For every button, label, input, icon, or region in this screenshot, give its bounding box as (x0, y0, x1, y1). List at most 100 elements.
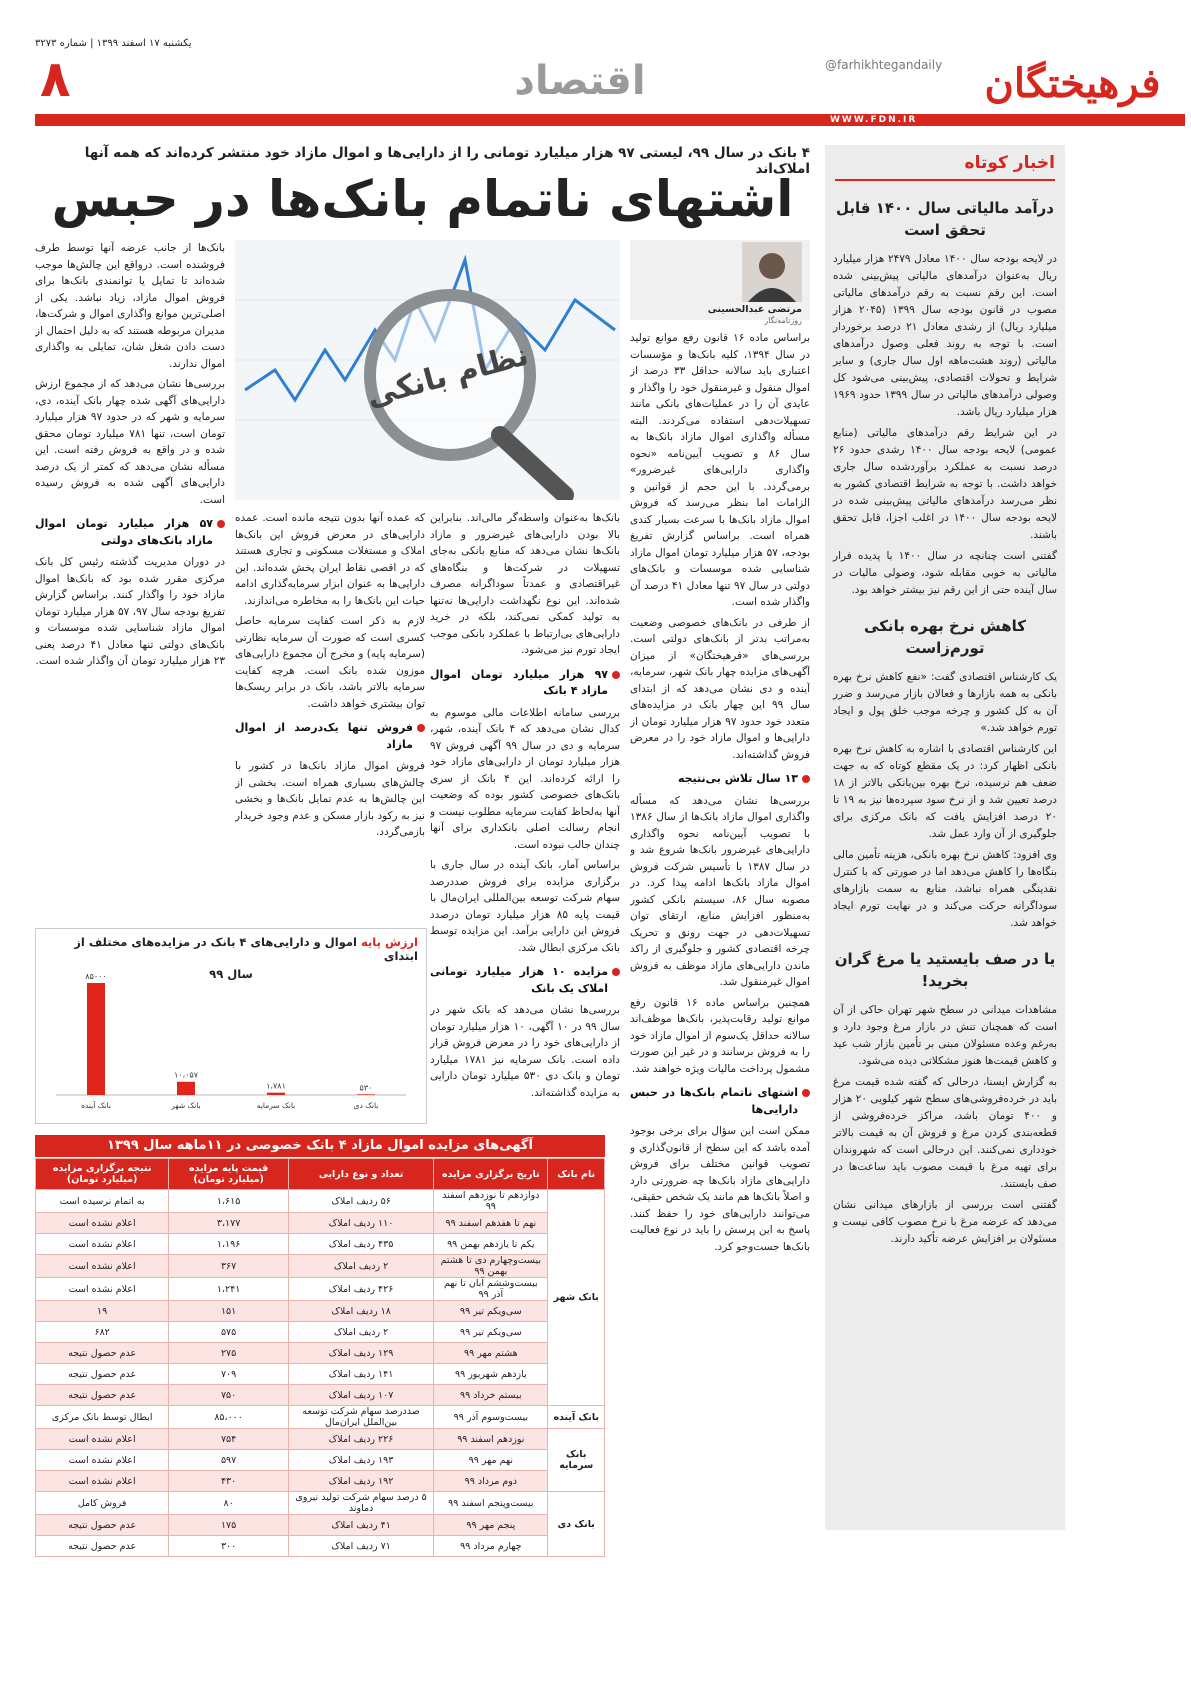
column: بانک‌ها به‌عنوان واسطه‌گر مالی‌اند. بناب… (430, 510, 620, 1125)
table-row: بانک آینده بیست‌وسوم آذر ۹۹ صددرصد سهام شر… (34, 1405, 605, 1429)
table-cell: ۸۵،۰۰۰ (168, 1405, 289, 1429)
table-cell: اعلام نشده است (34, 1233, 170, 1255)
table-row: نهم مهر ۹۹ ۱۹۳ ردیف املاک ۵۹۷ اعلام نشده اس… (34, 1449, 605, 1471)
table-cell: ۷۱ ردیف املاک (287, 1535, 435, 1557)
table-cell: ۴۳۰ (168, 1470, 289, 1492)
table-cell: ۱۴۱ ردیف املاک (287, 1363, 435, 1385)
subheading: ۱۳ سال تلاش بی‌نتیجه (630, 771, 810, 788)
table-cell: ۸۰ (168, 1491, 289, 1515)
subheading: مزایده ۱۰ هزار میلیارد تومانی املاک یک ب… (430, 964, 620, 997)
bank-name: بانک شهر (547, 1189, 605, 1406)
chart-title: ارزش پایه اموال و دارایی‌های ۴ بانک در م… (36, 929, 426, 963)
table-row: نهم تا هفدهم اسفند ۹۹ ۱۱۰ ردیف املاک ۳،۱۷۷… (34, 1212, 605, 1234)
table-header: قیمت پایه مزایده (میلیارد تومان) (168, 1158, 289, 1190)
table-cell: اعلام نشده است (34, 1254, 170, 1278)
table-cell: نهم تا هفدهم اسفند ۹۹ (433, 1212, 549, 1234)
table-cell: اعلام نشده است (34, 1277, 170, 1301)
value-label: ۸۵۰۰۰ (85, 973, 106, 981)
table-cell: ۱۷۵ (168, 1514, 289, 1536)
table-cell: ۵۶ ردیف املاک (287, 1189, 435, 1213)
bank-name: بانک سرمایه (547, 1428, 605, 1492)
table-cell: ۷۵۰ (168, 1384, 289, 1406)
table-row: پنجم مهر ۹۹ ۴۱ ردیف املاک ۱۷۵ عدم حصول نتیج… (34, 1514, 605, 1536)
table-cell: فروش کامل (34, 1491, 170, 1515)
table-cell: اعلام نشده است (34, 1428, 170, 1450)
table-cell: عدم حصول نتیجه (34, 1342, 170, 1364)
author-box: مرتضی عبدالحسینی روزنامه‌نگار (630, 240, 810, 325)
news-title: یا در صف بایستید یا مرغ گران بخرید! (834, 950, 1056, 990)
table-row: بیست‌وچهارم دی تا هشتم بهمن ۹۹ ۲ ردیف امل… (34, 1254, 605, 1278)
table-cell: نوزدهم اسفند ۹۹ (433, 1428, 549, 1450)
table-header: تاریخ برگزاری مزایده (433, 1158, 549, 1190)
news-paragraph: گفتنی است چنانچه در سال ۱۴۰۰ با پدیده فر… (833, 550, 1057, 596)
sidebar-title: اخبار کوتاه (835, 153, 1055, 181)
value-label: ۱،۷۸۱ (266, 1082, 286, 1091)
bar (87, 983, 105, 1095)
table-cell: ۴۲۶ ردیف املاک (287, 1277, 435, 1301)
table-cell: ۱۲۹ ردیف املاک (287, 1342, 435, 1364)
table-cell: ۱۹ (34, 1300, 170, 1322)
bank-name: بانک دی (547, 1491, 605, 1557)
news-paragraph: به گزارش ایسنا، درحالی که گفته شده قیمت … (833, 1076, 1057, 1190)
table-cell: ۳۰۰ (168, 1535, 289, 1557)
subheading: ۹۷ هزار میلیارد تومان اموال مازاد ۴ بانک (430, 667, 620, 700)
bank-name: بانک آینده (547, 1405, 605, 1429)
table-cell: ۲۲۶ ردیف املاک (287, 1428, 435, 1450)
table-cell: هشتم مهر ۹۹ (433, 1342, 549, 1364)
table-row: بانک دی بیست‌وپنجم اسفند ۹۹ ۵ درصد سهام شر… (34, 1491, 605, 1557)
table-cell: عدم حصول نتیجه (34, 1363, 170, 1385)
paragraph: بررسی‌ها نشان می‌دهد که بانک شهر در سال … (430, 1004, 620, 1099)
table-row: بانک سرمایه نوزدهم اسفند ۹۹ ۲۲۶ ردیف املاک… (34, 1428, 605, 1492)
category-label: بانک دی (354, 1101, 379, 1110)
table-cell: دوم مرداد ۹۹ (433, 1470, 549, 1492)
table-cell: سی‌ویکم تیر ۹۹ (433, 1300, 549, 1322)
table-cell: دوازدهم تا نوزدهم اسفند ۹۹ (433, 1189, 549, 1213)
logo: فرهیختگان (984, 60, 1161, 107)
table-cell: ۳،۱۷۷ (168, 1212, 289, 1234)
table-cell: ۱۸ ردیف املاک (287, 1300, 435, 1322)
page-number: ۸ (40, 50, 71, 108)
table-cell: ۲ ردیف املاک (287, 1321, 435, 1343)
table-cell: بیست‌وپنجم اسفند ۹۹ (433, 1491, 549, 1515)
table-row: بانک شهر دوازدهم تا نوزدهم اسفند ۹۹ ۵۶ ردی… (34, 1189, 605, 1406)
table-cell: ۵ درصد سهام شرکت تولید نیروی دماوند (287, 1491, 435, 1515)
table: نام بانک تاریخ برگزاری مزایده تعداد و نوع … (34, 1158, 605, 1557)
table-cell: عدم حصول نتیجه (34, 1514, 170, 1536)
table-cell: بیستم خرداد ۹۹ (433, 1384, 549, 1406)
chart-title-text: اموال و دارایی‌های ۴ بانک در مزایده‌های … (74, 935, 418, 963)
paragraph: ممکن است این سؤال برای برخی بوجود آمده ب… (630, 1125, 810, 1253)
chart: ۸۵۰۰۰ بانک آینده ۱۰،۰۵۷ بانک شهر ۱،۷۸۱ بانک س… (56, 973, 406, 1110)
column: براساس ماده ۱۶ قانون رفع موانع تولید در … (630, 330, 810, 1530)
column: که عمده آنها بدون نتیجه مانده است. عمده … (235, 510, 425, 920)
category-label: بانک شهر (170, 1101, 200, 1110)
paragraph: فروش اموال مازاد بانک‌ها در کشور با چالش… (235, 760, 425, 838)
table-cell: ۱۹۲ ردیف املاک (287, 1470, 435, 1492)
table-cell: ۱۵۱ (168, 1300, 289, 1322)
table-cell: ۱۱۰ ردیف املاک (287, 1212, 435, 1234)
table-cell: عدم حصول نتیجه (34, 1535, 170, 1557)
news-paragraph: این کارشناس اقتصادی با اشاره به کاهش نرخ… (833, 743, 1057, 840)
table-cell: ۱،۶۱۵ (168, 1189, 289, 1213)
table-cell: ۷۵۴ (168, 1428, 289, 1450)
table-cell: پنجم مهر ۹۹ (433, 1514, 549, 1536)
table-cell: اعلام نشده است (34, 1212, 170, 1234)
table-cell: ۲ ردیف املاک (287, 1254, 435, 1278)
paragraph: از طرفی در بانک‌های خصوصی وضعیت به‌مراتب… (630, 616, 810, 761)
paragraph: لازم به ذکر است کفایت سرمایه حاصل کسری ا… (235, 615, 425, 710)
table-cell: ۵۹۷ (168, 1449, 289, 1471)
social-handle: @farhikhtegandaily (825, 58, 943, 72)
article-image: نظام بانکی (235, 240, 620, 500)
chart-box: ارزش پایه اموال و دارایی‌های ۴ بانک در م… (35, 928, 427, 1124)
news-paragraph: در لایحه بودجه سال ۱۴۰۰ معادل ۲۴۷۹ هزار … (833, 253, 1058, 418)
news-paragraph: وی افزود: کاهش نرخ بهره بانکی، هزینه تأم… (833, 849, 1057, 929)
table-cell: یکم تا یازدهم بهمن ۹۹ (433, 1233, 549, 1255)
website: WWW.FDN.IR (830, 115, 918, 125)
table-cell: ۵۷۵ (168, 1321, 289, 1343)
subheading: اشتهای ناتمام بانک‌ها در حبس دارایی‌ها (630, 1085, 810, 1118)
bar (267, 1092, 285, 1095)
news-paragraph: گفتنی است بررسی از بازارهای میدانی نشان … (833, 1199, 1057, 1245)
table-cell: چهارم مرداد ۹۹ (433, 1535, 549, 1557)
value-label: ۵۳۰ (360, 1083, 373, 1092)
table-row: بیست‌وششم آبان تا نهم آذر ۹۹ ۴۲۶ ردیف امل… (34, 1277, 605, 1301)
